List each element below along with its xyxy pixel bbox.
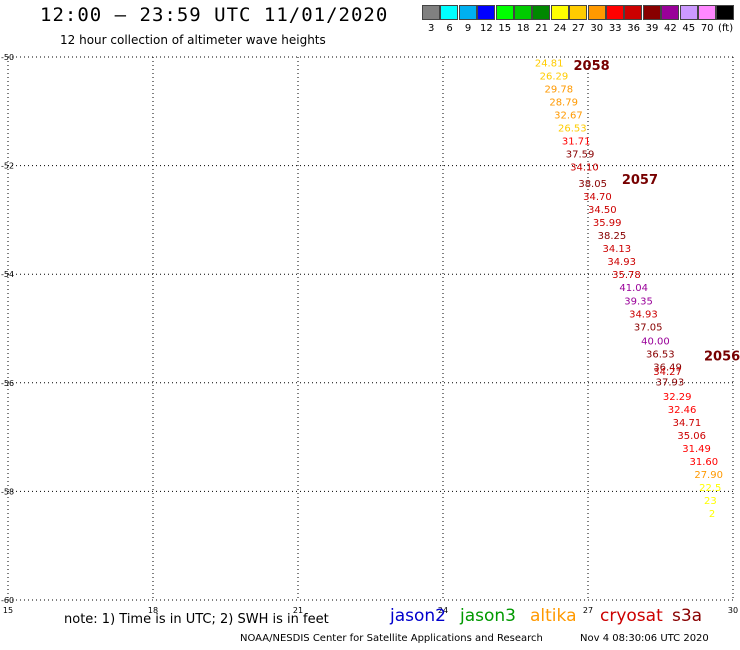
scale-label: 18 — [516, 23, 530, 34]
credit-line: NOAA/NESDIS Center for Satellite Applica… — [240, 633, 543, 644]
scale-swatch — [698, 5, 716, 20]
wave-height-value: 38.05 — [578, 179, 607, 190]
scale-swatch — [477, 5, 496, 20]
wave-height-value: 34.71 — [673, 418, 702, 429]
scale-swatch — [716, 5, 735, 20]
footer-note: note: 1) Time is in UTC; 2) SWH is in fe… — [64, 612, 329, 627]
satellite-s3a: s3a — [672, 606, 703, 626]
wave-height-value: 34.93 — [629, 309, 658, 320]
wave-height-value: 37.93 — [656, 378, 685, 389]
wave-height-value: 2 — [709, 509, 715, 520]
pass-number-label: 2057 — [622, 173, 658, 188]
scale-label: 27 — [572, 23, 585, 34]
scale-label: 12 — [480, 23, 493, 34]
wave-height-value: 36.53 — [646, 349, 675, 360]
wave-height-value: 34.93 — [607, 257, 636, 268]
wave-height-value: 31.60 — [690, 457, 719, 468]
wave-height-value: 39.35 — [624, 296, 653, 307]
scale-swatch — [422, 5, 440, 20]
scale-label: 36 — [627, 23, 640, 34]
scale-label: (ft) — [718, 23, 734, 34]
scale-label: 42 — [664, 23, 677, 34]
wave-height-value: 27.90 — [694, 470, 723, 481]
scale-swatch — [661, 5, 680, 20]
wave-height-value: 34.70 — [583, 192, 612, 203]
x-tick-label: 30 — [728, 606, 738, 615]
page-title: 12:00 – 23:59 UTC 11/01/2020 — [40, 4, 389, 26]
scale-label: 33 — [608, 23, 622, 34]
pass-number-label: 2058 — [574, 59, 610, 74]
wave-height-value: 23 — [704, 496, 717, 507]
scale-swatch — [642, 5, 661, 20]
wave-height-value: 32.46 — [668, 405, 697, 416]
wave-height-value: 35.99 — [593, 218, 622, 229]
x-tick-label: 21 — [293, 606, 303, 615]
wave-height-value: 40.00 — [641, 336, 670, 347]
wave-height-value: 35.06 — [677, 431, 706, 442]
wave-height-value: 35.78 — [612, 270, 641, 281]
scale-label: 70 — [700, 23, 714, 34]
scale-label: 3 — [428, 23, 435, 34]
scale-swatch — [514, 5, 532, 20]
y-tick-label: -58 — [1, 487, 14, 496]
satellite-altika: altika — [530, 606, 577, 626]
wave-height-value: 38.25 — [598, 231, 627, 242]
scale-swatch — [624, 5, 643, 20]
scale-label: 21 — [535, 23, 548, 34]
scale-label: 9 — [464, 23, 472, 34]
x-tick-label: 15 — [3, 606, 13, 615]
wave-height-value: 37.05 — [634, 322, 663, 333]
scale-swatch — [550, 5, 569, 20]
y-tick-label: -50 — [1, 53, 14, 62]
y-tick-label: -54 — [1, 270, 14, 279]
satellite-jason3: jason3 — [460, 606, 516, 626]
scale-swatch — [495, 5, 514, 20]
wave-height-value: 36.49 — [653, 363, 682, 374]
pass-number-label: 2056 — [704, 350, 740, 365]
satellite-jason2: jason2 — [390, 606, 446, 626]
y-tick-label: -60 — [1, 596, 14, 605]
generated-timestamp: Nov 4 08:30:06 UTC 2020 — [580, 633, 709, 644]
wave-height-value: 31.49 — [682, 444, 711, 455]
wave-height-value: 32.29 — [663, 392, 692, 403]
wave-height-value: 24.81 — [535, 58, 564, 69]
wave-height-value: 34.13 — [603, 244, 632, 255]
scale-label: 30 — [590, 23, 604, 34]
satellite-cryosat: cryosat — [600, 606, 663, 626]
scale-swatch — [532, 5, 551, 20]
scale-label: 6 — [446, 23, 453, 34]
scale-swatch — [440, 5, 459, 20]
scale-swatch — [587, 5, 606, 20]
wave-height-value: 29.78 — [545, 84, 574, 95]
scale-swatch — [606, 5, 624, 20]
x-tick-label: 24 — [438, 606, 448, 615]
scale-label: 39 — [645, 23, 659, 34]
scale-swatch — [679, 5, 698, 20]
scale-swatch — [569, 5, 588, 20]
x-tick-label: 18 — [148, 606, 158, 615]
wave-height-value: 31.71 — [562, 137, 591, 148]
y-tick-label: -52 — [1, 162, 14, 171]
scale-swatch — [458, 5, 477, 20]
wave-height-value: 22.5 — [699, 483, 721, 494]
wave-height-value: 34.10 — [570, 163, 599, 174]
wave-height-value: 28.79 — [549, 98, 578, 109]
wave-height-value: 34.50 — [588, 205, 617, 216]
wave-height-value: 32.67 — [554, 111, 583, 122]
scale-label: 15 — [498, 23, 512, 34]
wave-height-value: 41.04 — [619, 283, 648, 294]
wave-height-value: 34.27 — [653, 367, 682, 378]
scale-label: 45 — [682, 23, 696, 34]
wave-height-value: 37.59 — [566, 150, 595, 161]
wave-height-value: 26.29 — [540, 71, 569, 82]
wave-height-value: 26.53 — [558, 124, 587, 135]
y-tick-label: -56 — [1, 379, 14, 388]
x-tick-label: 27 — [583, 606, 593, 615]
page-subtitle: 12 hour collection of altimeter wave hei… — [60, 33, 326, 47]
scale-label: 24 — [553, 23, 567, 34]
